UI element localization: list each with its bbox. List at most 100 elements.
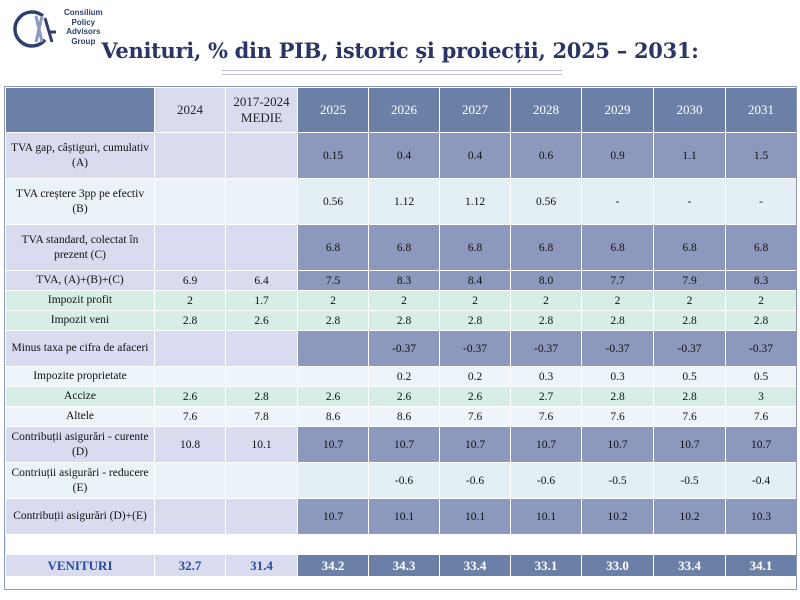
table-cell: 2 [154,290,226,311]
table-cell: 7.6 [725,406,797,427]
spacer-row [5,534,797,555]
table-cell: -0.6 [439,462,511,499]
title-underline [222,74,562,75]
row-label: TVA standard, colectat în prezent (C) [5,224,155,271]
header: Consilium Policy Advisors Group Venituri… [0,0,800,88]
table-cell [225,330,298,367]
table-cell: 0.4 [368,132,440,179]
table-cell: 8.3 [725,270,797,291]
table-cell: 0.4 [439,132,511,179]
table-cell: 10.1 [510,498,582,535]
table-cell [225,178,298,225]
table-cell: 2 [653,290,726,311]
table-header-row: 2024 2017-2024 MEDIE 2025 2026 2027 2028… [5,87,797,133]
table-cell: 10.7 [297,426,369,463]
table-cell: 0.3 [581,366,654,387]
table-row: Impozit veni 2.8 2.6 2.8 2.8 2.8 2.8 2.8 2.8 2.8 [5,310,797,331]
table-cell: 10.1 [439,498,511,535]
table-cell: 0.3 [510,366,582,387]
table-cell: 6.8 [510,224,582,271]
logo-line: Policy [71,17,96,27]
table-cell [154,498,226,535]
table-cell [154,132,226,179]
table-cell: 7.6 [581,406,654,427]
table-cell: 10.1 [368,498,440,535]
table-cell: 2.8 [725,310,797,331]
table-cell: 7.6 [154,406,226,427]
table-cell: 2 [510,290,582,311]
table-cell: 0.5 [725,366,797,387]
row-label: Contriuții asigurări - reducere (E) [5,462,155,499]
table-cell: 2.6 [439,386,511,407]
table-cell: 10.7 [439,426,511,463]
table-cell: -0.37 [725,330,797,367]
row-label: Minus taxa pe cifra de afaceri [5,330,155,367]
table-row: Minus taxa pe cifra de afaceri -0.37 -0.37… [5,330,797,367]
column-header: 2025 [297,87,369,133]
table-cell: 7.6 [510,406,582,427]
table-cell: -0.6 [510,462,582,499]
table-cell: 2.8 [581,310,654,331]
table-cell: 10.3 [725,498,797,535]
title-underline [222,70,562,71]
table-cell: 10.7 [510,426,582,463]
table-cell: 6.8 [653,224,726,271]
row-label: Impozite proprietate [5,366,155,387]
table-cell: 6.8 [581,224,654,271]
table-cell: 8.3 [368,270,440,291]
table-cell [297,330,369,367]
table-cell: 0.2 [368,366,440,387]
revenue-table: 2024 2017-2024 MEDIE 2025 2026 2027 2028… [5,87,797,577]
table-cell: 10.7 [653,426,726,463]
table-cell: 6.9 [154,270,226,291]
logo: Consilium Policy Advisors Group [12,6,172,52]
row-label: Contribuții asigurări (D)+(E) [5,498,155,535]
table-cell: -0.5 [653,462,726,499]
total-cell: 31.4 [225,554,298,577]
header-corner [5,87,155,133]
row-label: Impozit profit [5,290,155,311]
table-cell: 10.8 [154,426,226,463]
table-cell: -0.5 [581,462,654,499]
table-cell: 8.6 [297,406,369,427]
table-cell [225,462,298,499]
table-cell: 2.8 [581,386,654,407]
table-row: Impozit profit 2 1.7 2 2 2 2 2 2 2 [5,290,797,311]
logo-line: Advisors [66,27,101,36]
table-cell [154,330,226,367]
table-cell: 1.5 [725,132,797,179]
table-cell: 1.7 [225,290,298,311]
table-cell: 0.9 [581,132,654,179]
table-cell: 1.1 [653,132,726,179]
table-cell [225,366,298,387]
column-header: 2027 [439,87,511,133]
table-row: Contribuții asigurări (D)+(E) 10.7 10.1 10.… [5,498,797,535]
table-cell: 7.8 [225,406,298,427]
table-cell: 2 [297,290,369,311]
total-cell: 33.4 [653,554,726,577]
table-row: TVA standard, colectat în prezent (C) 6.8… [5,224,797,271]
table-row: Altele 7.6 7.8 8.6 8.6 7.6 7.6 7.6 7.6 7.6 [5,406,797,427]
table-cell: 2.8 [510,310,582,331]
total-cell: 34.2 [297,554,369,577]
table-cell: 2 [439,290,511,311]
table-cell: 2.6 [225,310,298,331]
column-header: 2028 [510,87,582,133]
table-cell: 7.6 [439,406,511,427]
table-cell: -0.37 [510,330,582,367]
table-cell: - [653,178,726,225]
table-cell: 10.1 [225,426,298,463]
total-cell: 33.0 [581,554,654,577]
table-cell: 6.8 [725,224,797,271]
logo-line: Consilium [64,8,103,17]
row-label: Contribuții asigurări - curente (D) [5,426,155,463]
table-cell: -0.37 [581,330,654,367]
table-row: Impozite proprietate 0.2 0.2 0.3 0.3 0.5 0.5 [5,366,797,387]
table-cell: 7.5 [297,270,369,291]
table-cell: 10.7 [297,498,369,535]
table-cell: 8.4 [439,270,511,291]
table-cell: 1.12 [439,178,511,225]
column-header: 2030 [653,87,726,133]
row-label: TVA creștere 3pp pe efectiv (B) [5,178,155,225]
table-cell [297,462,369,499]
